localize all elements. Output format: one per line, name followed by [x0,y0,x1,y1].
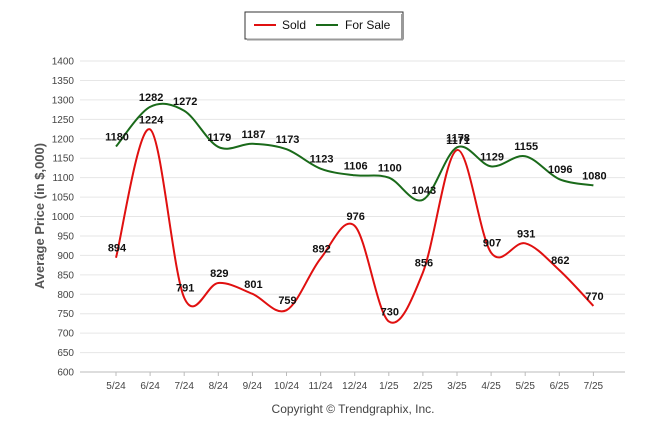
legend: Sold For Sale [244,11,404,41]
y-tick-label: 950 [57,231,74,242]
data-label-sold: 730 [381,306,399,318]
y-tick-label: 1350 [52,76,75,87]
x-tick-label: 7/24 [174,381,194,392]
data-label-sold: 894 [108,243,127,255]
data-label-sold: 801 [244,279,262,291]
data-label-for-sale: 1155 [514,141,538,153]
y-tick-label: 900 [57,251,74,262]
x-tick-label: 6/25 [550,381,570,392]
data-label-for-sale: 1180 [105,132,129,144]
y-tick-label: 600 [57,368,74,379]
data-label-sold: 829 [210,268,228,280]
x-tick-label: 1/25 [379,381,399,392]
y-tick-label: 1150 [52,154,74,165]
x-axis-ticks: 5/24 6/24 7/24 8/24 9/24 10/24 11/24 12/24 1/25 2… [106,372,604,392]
y-tick-label: 850 [57,270,74,281]
copyright-credit: Copyright © Trendgraphix, Inc. [272,402,435,416]
x-tick-label: 11/24 [308,381,333,392]
data-label-for-sale: 1178 [446,132,470,144]
data-label-for-sale: 1272 [173,96,197,108]
y-tick-label: 1000 [52,212,75,223]
data-label-sold: 976 [347,211,365,223]
x-tick-label: 3/25 [447,381,467,392]
data-label-sold: 856 [415,257,433,269]
data-label-for-sale: 1123 [310,154,334,166]
grid-lines [80,60,625,373]
y-tick-label: 1300 [52,95,75,106]
y-tick-label: 1200 [52,134,75,145]
data-label-sold: 862 [551,255,569,267]
y-tick-label: 1050 [52,193,75,204]
series-line-sold [115,128,595,324]
x-tick-label: 2/25 [413,381,433,392]
data-label-for-sale: 1043 [412,185,436,197]
y-tick-label: 1100 [52,173,74,184]
data-label-for-sale: 1106 [344,160,368,172]
x-tick-label: 6/24 [140,381,160,392]
data-label-for-sale: 1187 [241,129,265,141]
data-label-sold: 931 [517,228,535,240]
x-tick-label: 5/24 [106,381,126,392]
data-label-for-sale: 1080 [582,170,606,182]
data-label-sold: 770 [585,291,603,303]
y-tick-label: 700 [57,329,74,340]
series-line-for-sale [115,102,594,202]
legend-sold-label: Sold [282,18,306,32]
y-tick-label: 1250 [52,115,75,126]
data-label-for-sale: 1129 [480,151,504,163]
data-label-sold: 907 [483,238,501,250]
data-label-sold: 759 [278,295,296,307]
data-label-sold: 791 [176,283,194,295]
x-tick-label: 5/25 [515,381,535,392]
data-label-for-sale: 1100 [378,163,402,175]
data-label-sold: 1224 [139,114,164,126]
legend-for-sale-label: For Sale [345,18,391,32]
y-axis-label: Average Price (in $,000) [32,143,47,289]
y-tick-label: 1400 [52,57,75,68]
x-tick-label: 9/24 [243,381,263,392]
data-label-for-sale: 1282 [139,92,163,104]
data-label-sold: 1171 [446,135,470,147]
y-tick-label: 800 [57,290,74,301]
x-tick-label: 12/24 [342,381,367,392]
x-tick-label: 7/25 [584,381,604,392]
data-label-for-sale: 1179 [207,132,231,144]
data-label-for-sale: 1096 [548,164,572,176]
series-lines [115,102,595,324]
data-label-for-sale: 1173 [276,134,300,146]
x-tick-label: 8/24 [209,381,229,392]
data-label-sold: 892 [312,243,330,255]
y-tick-label: 650 [57,348,74,359]
y-axis-ticks: 600 650 700 750 800 850 900 950 1000 1050 1100 1150… [52,57,75,379]
data-labels: 894 1224 791 829 801 759 892 976 730 856 1171 907 93… [105,92,607,319]
x-tick-label: 4/25 [481,381,501,392]
x-tick-label: 10/24 [274,381,299,392]
y-tick-label: 750 [57,309,74,320]
